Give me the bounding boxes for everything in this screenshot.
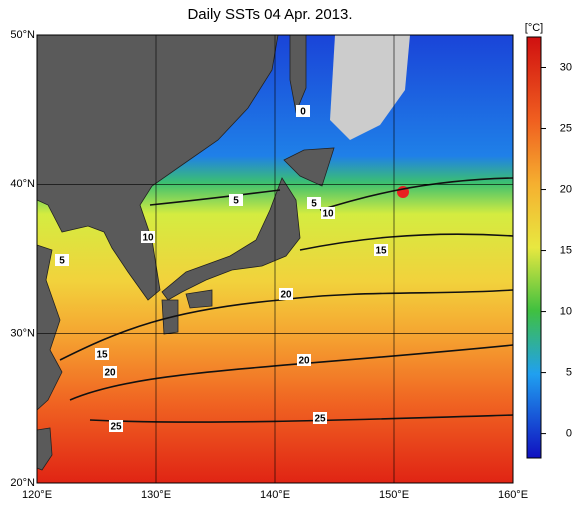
- colorbar: [526, 36, 542, 459]
- contour-label-box: [103, 366, 117, 378]
- lon-tick-label: 140°E: [260, 489, 290, 501]
- lat-tick-label: 50°N: [10, 29, 35, 41]
- colorbar-tick-label: 20: [560, 183, 572, 195]
- contour-label-box: [95, 348, 109, 360]
- contour-label-box: [55, 254, 69, 266]
- contour-label: 10: [142, 233, 154, 244]
- lat-tick-label: 20°N: [10, 477, 35, 489]
- contour-label: 15: [96, 350, 108, 361]
- lon-tick-label: 120°E: [22, 489, 52, 501]
- contour-label-box: [374, 244, 388, 256]
- colorbar-tick-label: 10: [560, 305, 572, 317]
- title: Daily SSTs 04 Apr. 2013.: [187, 6, 352, 23]
- colorbar-tick-label: 25: [560, 122, 572, 134]
- ice: [330, 35, 410, 140]
- colorbar-tick-label: 0: [566, 428, 572, 440]
- contour-label-box: [307, 197, 321, 209]
- contour-label: 20: [280, 290, 292, 301]
- contour-label: 5: [311, 199, 317, 210]
- lon-tick-label: 150°E: [379, 489, 409, 501]
- contour-label: 25: [314, 414, 326, 425]
- lat-tick-label: 40°N: [10, 178, 35, 190]
- contour-label-box: [296, 105, 310, 117]
- contour-label: 20: [104, 368, 116, 379]
- contour-label-box: [229, 194, 243, 206]
- contour-label-box: [313, 412, 327, 424]
- contour-label: 0: [300, 107, 306, 118]
- lon-tick-label: 130°E: [141, 489, 171, 501]
- contour-label: 5: [59, 256, 65, 267]
- colorbar-tick-label: 30: [560, 61, 572, 73]
- colorbar-unit: [°C]: [525, 22, 543, 34]
- contour-label-box: [279, 288, 293, 300]
- contour-label-box: [321, 207, 335, 219]
- contour-label: 15: [375, 246, 387, 257]
- contour-label-box: [141, 231, 155, 243]
- lon-tick-label: 160°E: [498, 489, 528, 501]
- colorbar-tick-label: 5: [566, 366, 572, 378]
- contour-label: 10: [322, 209, 334, 220]
- lat-tick-label: 30°N: [10, 328, 35, 340]
- contour-label: 25: [110, 422, 122, 433]
- land: [36, 34, 335, 471]
- contour-label: 20: [298, 356, 310, 367]
- colorbar-tick-label: 15: [560, 244, 572, 256]
- contour-label: 5: [233, 196, 239, 207]
- contour-label-box: [297, 354, 311, 366]
- contour-label-box: [109, 420, 123, 432]
